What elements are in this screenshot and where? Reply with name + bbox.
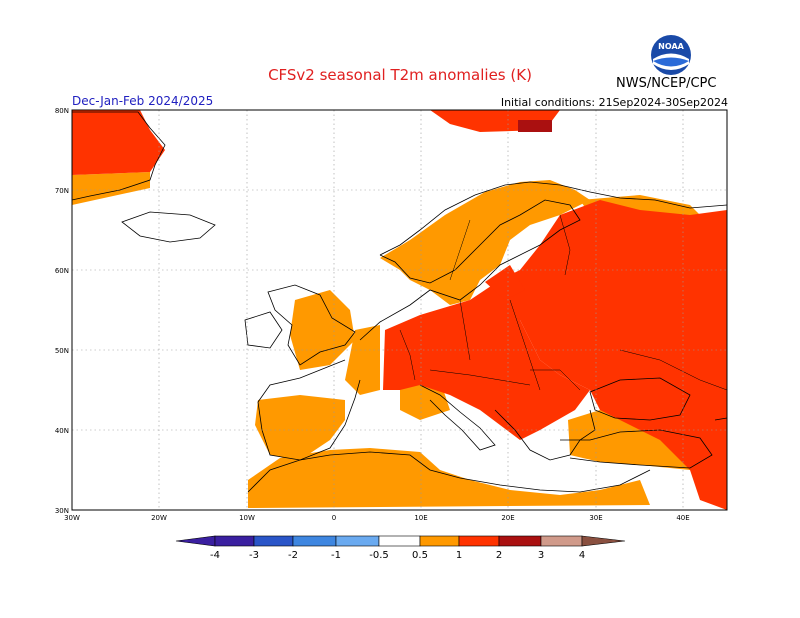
ireland-coast <box>244 311 283 349</box>
lon-label-30e: 30E <box>589 514 602 522</box>
border-ru-kz <box>619 349 728 391</box>
anomaly-shading-strong <box>72 110 727 510</box>
svalbard-darkred <box>518 120 552 132</box>
gridlines <box>72 110 727 510</box>
map-frame <box>71 109 728 511</box>
colorbar-label-p05: 0.5 <box>412 550 428 561</box>
lon-label-10e: 10E <box>414 514 427 522</box>
agency-label: NWS/NCEP/CPC <box>616 76 717 91</box>
greenland-coast <box>71 111 166 201</box>
forecast-period: Dec-Jan-Feb 2024/2025 <box>72 94 214 108</box>
scandinavia-coast <box>379 181 728 256</box>
map-title: CFSv2 seasonal T2m anomalies (K) <box>268 66 532 84</box>
lat-label-80n: 80N <box>55 107 69 115</box>
colorbar-cell-7 <box>458 535 500 547</box>
colorbar-high-arrow <box>581 535 626 547</box>
lon-label-20e: 20E <box>501 514 514 522</box>
colorbar-low-arrow <box>175 535 216 547</box>
europe-coast <box>359 199 581 341</box>
initial-conditions: Initial conditions: 21Sep2024-30Sep2024 <box>500 96 728 109</box>
border-fi-ru <box>559 214 571 276</box>
colorbar-cell-9 <box>540 535 583 547</box>
colorbar-label-m4: -4 <box>210 550 220 561</box>
colorbar-label-p4: 4 <box>579 550 585 561</box>
border-at-hu <box>429 369 531 386</box>
italy-coast <box>419 384 496 451</box>
greenland-red <box>72 110 165 175</box>
lat-label-30n: 30N <box>55 507 69 515</box>
lat-label-70n: 70N <box>55 187 69 195</box>
border-fr-de <box>399 329 416 381</box>
latitude-labels: 80N 70N 60N 50N 40N 30N <box>55 107 69 515</box>
colorbar-cell-2 <box>253 535 294 547</box>
colorbar-label-m2: -2 <box>288 550 298 561</box>
russia-red <box>520 200 727 510</box>
colorbar-cell-3 <box>292 535 337 547</box>
lat-label-40n: 40N <box>55 427 69 435</box>
border-pl-ru <box>509 299 541 391</box>
caspian-coast <box>714 417 728 421</box>
colorbar-label-m1: -1 <box>331 550 341 561</box>
colorbar-label-p2: 2 <box>496 550 502 561</box>
colorbar-cell-5 <box>378 535 421 547</box>
colorbar-cell-6 <box>419 535 460 547</box>
lon-label-10w: 10W <box>239 514 255 522</box>
africa-coast <box>247 451 651 493</box>
lon-label-40e: 40E <box>676 514 689 522</box>
noaa-logo-icon: NOAA <box>651 35 691 75</box>
iberia-orange <box>255 395 345 460</box>
turkey-coast <box>560 429 713 469</box>
colorbar-label-p3: 3 <box>538 550 544 561</box>
colorbar-cell-4 <box>335 535 380 547</box>
greenland-orange <box>72 172 150 205</box>
map-border <box>71 109 728 511</box>
lon-label-30w: 30W <box>64 514 80 522</box>
colorbar-cell-1 <box>214 535 255 547</box>
longitude-labels: 30W 20W 10W 0 10E 20E 30E 40E <box>64 514 690 522</box>
coastlines <box>71 111 728 493</box>
france-orange <box>345 325 380 395</box>
colorbar: -4 -3 -2 -1 -0.5 0.5 1 2 3 4 <box>175 535 626 561</box>
iceland-coast <box>121 211 216 243</box>
colorbar-label-p1: 1 <box>456 550 462 561</box>
lon-label-20w: 20W <box>151 514 167 522</box>
lon-label-0: 0 <box>332 514 336 522</box>
anomaly-shading-extreme <box>518 120 552 132</box>
border-no-se <box>449 219 471 281</box>
scandinavia-orange <box>380 180 590 305</box>
central-europe-red <box>383 270 590 440</box>
balkans-coast <box>494 409 596 461</box>
uk-coast <box>267 284 356 366</box>
lat-label-60n: 60N <box>55 267 69 275</box>
colorbar-label-m3: -3 <box>249 550 259 561</box>
baltic-red <box>485 265 525 300</box>
border-ro-ua <box>530 369 581 391</box>
colorbar-cell-8 <box>498 535 542 547</box>
iberia-coast <box>257 359 361 461</box>
north-africa-orange <box>248 448 650 508</box>
black-sea <box>589 377 691 421</box>
lat-label-50n: 50N <box>55 347 69 355</box>
colorbar-label-m05: -0.5 <box>369 550 389 561</box>
logo-text: NOAA <box>658 42 684 51</box>
